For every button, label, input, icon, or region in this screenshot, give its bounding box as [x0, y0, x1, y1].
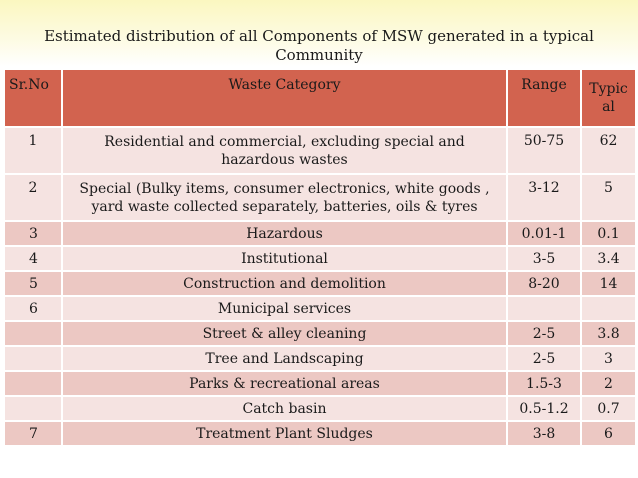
cell-typical: 3.4	[580, 245, 637, 272]
table-row: 6 Municipal services	[3, 295, 637, 322]
cell-range	[506, 295, 582, 322]
cell-sr-no: 2	[3, 173, 63, 222]
table-row: 4 Institutional 3-5 3.4	[3, 245, 637, 272]
cell-sr-no: 1	[3, 126, 63, 175]
cell-range: 3-8	[506, 420, 582, 447]
cell-typical: 62	[580, 126, 637, 175]
header-waste-category: Waste Category	[61, 68, 508, 128]
cell-typical	[580, 295, 637, 322]
cell-sr-no: 3	[3, 220, 63, 247]
cell-sr-no	[3, 345, 63, 372]
cell-category: Institutional	[61, 245, 508, 272]
cell-typical: 3.8	[580, 320, 637, 347]
table-row: 7 Treatment Plant Sludges 3-8 6	[3, 420, 637, 447]
cell-typical: 5	[580, 173, 637, 222]
cell-range: 50-75	[506, 126, 582, 175]
cell-typical: 0.7	[580, 395, 637, 422]
cell-category: Tree and Landscaping	[61, 345, 508, 372]
header-sr-no: Sr.No	[3, 68, 63, 128]
cell-typical: 0.1	[580, 220, 637, 247]
cell-range: 0.01-1	[506, 220, 582, 247]
cell-typical: 2	[580, 370, 637, 397]
table-row: Parks & recreational areas 1.5-3 2	[3, 370, 637, 397]
cell-category: Municipal services	[61, 295, 508, 322]
table-row: Tree and Landscaping 2-5 3	[3, 345, 637, 372]
cell-sr-no	[3, 320, 63, 347]
cell-category: Special (Bulky items, consumer electroni…	[61, 173, 508, 222]
table-row: 3 Hazardous 0.01-1 0.1	[3, 220, 637, 247]
cell-typical: 3	[580, 345, 637, 372]
cell-category: Parks & recreational areas	[61, 370, 508, 397]
cell-typical: 6	[580, 420, 637, 447]
cell-category: Residential and commercial, excluding sp…	[61, 126, 508, 175]
cell-category: Treatment Plant Sludges	[61, 420, 508, 447]
cell-range: 3-5	[506, 245, 582, 272]
cell-category: Construction and demolition	[61, 270, 508, 297]
cell-range: 2-5	[506, 320, 582, 347]
table-header-row: Sr.No Waste Category Range Typic al	[3, 68, 637, 128]
cell-category: Catch basin	[61, 395, 508, 422]
waste-distribution-table: Sr.No Waste Category Range Typic al 1 Re…	[3, 68, 637, 447]
table-row: Catch basin 0.5-1.2 0.7	[3, 395, 637, 422]
cell-category: Street & alley cleaning	[61, 320, 508, 347]
cell-range: 2-5	[506, 345, 582, 372]
cell-range: 1.5-3	[506, 370, 582, 397]
table-row: 5 Construction and demolition 8-20 14	[3, 270, 637, 297]
header-typical: Typic al	[580, 68, 637, 128]
header-range: Range	[506, 68, 582, 128]
cell-sr-no: 4	[3, 245, 63, 272]
cell-range: 8-20	[506, 270, 582, 297]
cell-typical: 14	[580, 270, 637, 297]
cell-sr-no	[3, 395, 63, 422]
cell-sr-no: 6	[3, 295, 63, 322]
cell-sr-no: 7	[3, 420, 63, 447]
cell-category: Hazardous	[61, 220, 508, 247]
table-row: 1 Residential and commercial, excluding …	[3, 126, 637, 175]
title-line-1: Estimated distribution of all Components…	[44, 27, 594, 64]
table-row: 2 Special (Bulky items, consumer electro…	[3, 173, 637, 222]
cell-range: 3-12	[506, 173, 582, 222]
table-row: Street & alley cleaning 2-5 3.8	[3, 320, 637, 347]
cell-sr-no	[3, 370, 63, 397]
cell-range: 0.5-1.2	[506, 395, 582, 422]
cell-sr-no: 5	[3, 270, 63, 297]
